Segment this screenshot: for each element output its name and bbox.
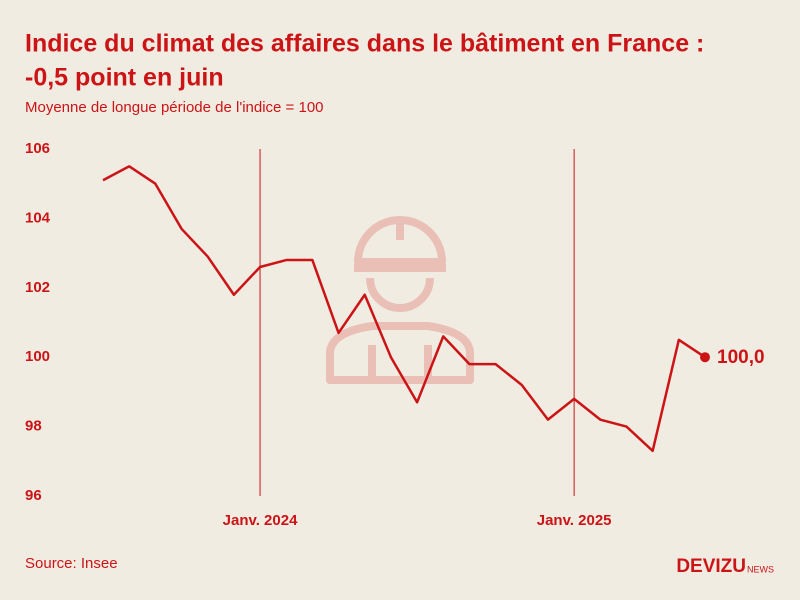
x-tick-label: Janv. 2025 [537,512,612,529]
point [700,352,710,363]
brand-suffix: NEWS [747,564,774,574]
y-tick-label: 102 [25,279,50,296]
worker-icon [326,216,474,384]
data-label: 100,0 [717,347,765,368]
x-tick-label: Janv. 2024 [223,512,298,529]
source: Source: Insee [25,555,118,572]
y-tick-label: 96 [25,487,42,504]
y-tick-label: 106 [25,140,50,157]
chart-title: -0,5 point en juin [25,64,224,92]
y-tick-label: 98 [25,418,42,435]
line [102,165,706,453]
brand: DEVIZU [676,556,746,577]
y-tick-label: 100 [25,348,50,365]
chart-subtitle: Moyenne de longue période de l'indice = … [25,99,324,116]
chart-title: Indice du climat des affaires dans le bâ… [25,30,704,58]
y-tick-label: 104 [25,209,51,226]
